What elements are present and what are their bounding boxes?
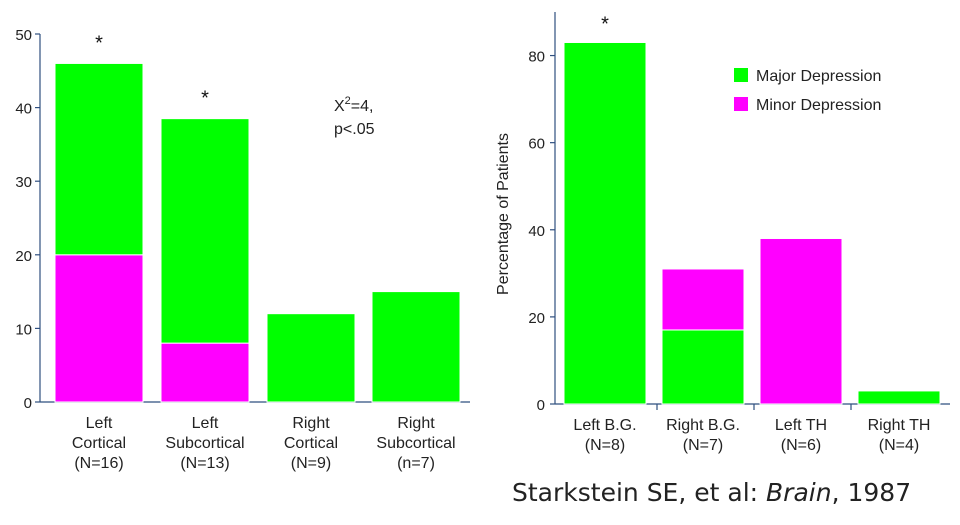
bar-major-depression — [371, 291, 461, 403]
x-category-label: (N=8) — [585, 437, 625, 454]
legend-swatch-major — [734, 68, 748, 82]
legend: Major Depression Minor Depression — [734, 68, 881, 114]
x-category-label: Right B.G. — [666, 417, 740, 434]
bar-minor-depression — [759, 237, 843, 405]
x-category-label: Right TH — [868, 417, 931, 434]
citation-authors: Starkstein SE, et al: — [512, 478, 767, 507]
chi-square-label: X2=4, — [334, 95, 373, 115]
bar-major-depression — [266, 313, 356, 403]
significance-star: * — [95, 32, 103, 54]
chart-lesion-location: X2=4, p<.05 0 10 20 30 40 50 * Left Cortical (N=1… — [15, 27, 470, 472]
y-tick-label: 80 — [528, 49, 545, 66]
x-category-label: (n=7) — [397, 455, 435, 472]
y-tick-label: 50 — [15, 27, 32, 44]
y-tick-label: 30 — [15, 174, 32, 191]
bar-major-depression — [661, 329, 745, 405]
bar-major-depression — [54, 62, 144, 256]
x-category-label: Left — [86, 415, 113, 432]
y-tick-label: 10 — [15, 321, 32, 338]
y-axis-label: Percentage of Patients — [495, 133, 512, 295]
legend-label-major: Major Depression — [756, 68, 881, 85]
x-category-label: Left B.G. — [573, 417, 636, 434]
x-category-label: (N=13) — [180, 455, 229, 472]
bar-minor-depression — [54, 254, 144, 403]
citation-year: , 1987 — [831, 478, 912, 507]
x-category-label: (N=16) — [74, 455, 123, 472]
x-category-label: (N=7) — [683, 437, 723, 454]
y-tick-label: 60 — [528, 136, 545, 153]
p-value-label: p<.05 — [334, 121, 375, 138]
significance-star: * — [201, 88, 209, 110]
significance-star: * — [601, 13, 609, 35]
x-category-label: Subcortical — [165, 435, 244, 452]
bar-major-depression — [563, 41, 647, 405]
x-category-label: (N=9) — [291, 455, 331, 472]
citation: Starkstein SE, et al: Brain, 1987 — [512, 478, 911, 507]
y-tick-label: 20 — [528, 310, 545, 327]
x-category-label: Cortical — [284, 435, 338, 452]
legend-label-minor: Minor Depression — [756, 97, 881, 114]
x-category-label: Left — [192, 415, 219, 432]
chart-basal-ganglia-thalamus: Percentage of Patients Major Depression … — [495, 12, 950, 454]
legend-swatch-minor — [734, 97, 748, 111]
x-category-label: Left TH — [775, 417, 827, 434]
x-category-label: Right — [292, 415, 330, 432]
y-tick-label: 20 — [15, 248, 32, 265]
x-category-label: Subcortical — [376, 435, 455, 452]
citation-journal: Brain — [766, 478, 832, 507]
y-tick-label: 0 — [537, 397, 545, 414]
x-category-label: (N=6) — [781, 437, 821, 454]
y-tick-label: 40 — [528, 223, 545, 240]
bar-major-depression — [160, 118, 250, 344]
y-tick-label: 40 — [15, 101, 32, 118]
x-category-label: Right — [397, 415, 435, 432]
bar-minor-depression — [160, 342, 250, 403]
bar-major-depression — [857, 390, 941, 405]
x-category-label: (N=4) — [879, 437, 919, 454]
y-tick-label: 0 — [24, 395, 32, 412]
x-category-label: Cortical — [72, 435, 126, 452]
bar-minor-depression — [661, 268, 745, 331]
